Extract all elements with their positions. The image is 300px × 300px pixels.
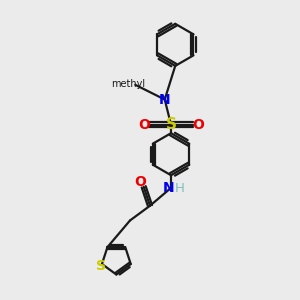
Text: S: S (166, 117, 176, 132)
Text: O: O (135, 175, 146, 189)
Text: O: O (192, 118, 204, 132)
Text: H: H (175, 182, 185, 195)
Text: N: N (163, 181, 175, 195)
Text: O: O (138, 118, 150, 132)
Text: N: N (159, 92, 170, 106)
Text: methyl: methyl (111, 79, 145, 89)
Text: S: S (96, 259, 106, 273)
